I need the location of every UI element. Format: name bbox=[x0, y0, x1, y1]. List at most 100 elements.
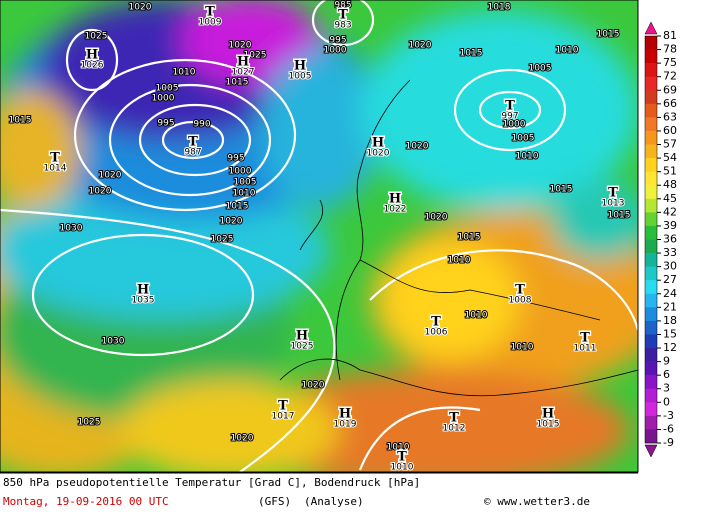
isobar-label: 1020 bbox=[129, 3, 152, 13]
pressure-center-value: 997 bbox=[501, 112, 518, 122]
isobar-label: 1020 bbox=[302, 381, 325, 391]
pressure-center-symbol: H bbox=[137, 283, 149, 298]
pressure-center-value: 1005 bbox=[289, 72, 312, 82]
isobar-label: 1015 bbox=[460, 49, 483, 59]
colorbar-tick-label: 39 bbox=[663, 219, 677, 232]
isobar-label: 1000 bbox=[152, 94, 175, 104]
pressure-center-value: 1013 bbox=[602, 199, 625, 209]
isobar-label: 1015 bbox=[608, 211, 631, 221]
pressure-center-symbol: T bbox=[608, 186, 618, 201]
colorbar-tick-label: 75 bbox=[663, 56, 677, 69]
colorbar-tick-label: 15 bbox=[663, 327, 677, 340]
color-band bbox=[645, 36, 657, 50]
isobar-label: 1005 bbox=[234, 178, 257, 188]
pressure-center-value: 987 bbox=[184, 148, 201, 158]
pressure-center-value: 1022 bbox=[384, 205, 407, 215]
pressure-center-symbol: H bbox=[294, 59, 306, 74]
pressure-center-symbol: T bbox=[278, 399, 288, 414]
colorbar-tick-label: 69 bbox=[663, 83, 677, 96]
colorbar-tick-label: 30 bbox=[663, 260, 677, 273]
coastlines bbox=[279, 79, 638, 397]
isobar-label: 1025 bbox=[211, 235, 234, 245]
pressure-center-symbol: T bbox=[431, 315, 441, 330]
isobar-label: 1005 bbox=[529, 64, 552, 74]
isobar-label: 1005 bbox=[156, 84, 179, 94]
isobar-label: 1015 bbox=[597, 30, 620, 40]
footer-model: (GFS) bbox=[258, 495, 291, 508]
isobar-label: 985 bbox=[334, 1, 351, 11]
pressure-center-value: 1006 bbox=[425, 328, 448, 338]
color-band bbox=[645, 49, 657, 64]
isobar-label: 1015 bbox=[226, 78, 249, 88]
color-band bbox=[645, 348, 657, 362]
colorbar-tick-label: 78 bbox=[663, 43, 677, 56]
pressure-center-symbol: H bbox=[296, 329, 308, 344]
isobar-label: 1015 bbox=[458, 233, 481, 243]
footer-title: 850 hPa pseudopotentielle Temperatur [Gr… bbox=[3, 476, 420, 489]
color-band bbox=[645, 253, 657, 267]
isobar-label: 1010 bbox=[448, 256, 471, 266]
pressure-center-value: 1012 bbox=[443, 424, 466, 434]
isobar-label: 1020 bbox=[231, 434, 254, 444]
color-band bbox=[645, 266, 657, 281]
pressure-center-value: 1025 bbox=[291, 342, 314, 352]
colorbar-tick-label: 24 bbox=[663, 287, 677, 300]
colorbar-tick-label: 21 bbox=[663, 300, 677, 313]
colorbar-tick-label: 42 bbox=[663, 205, 677, 218]
colorbar-tick-label: 0 bbox=[663, 395, 670, 408]
isobar-label: 1025 bbox=[78, 418, 101, 428]
isobar-label: 995 bbox=[157, 119, 174, 129]
isobar-label: 1000 bbox=[324, 46, 347, 56]
pressure-center-value: 1026 bbox=[81, 61, 104, 71]
isobar-label: 1020 bbox=[409, 41, 432, 51]
pressure-center-value: 1017 bbox=[272, 412, 295, 422]
isobar-label: 1030 bbox=[60, 224, 83, 234]
color-band bbox=[645, 103, 657, 118]
isobar-label: 1015 bbox=[550, 185, 573, 195]
pressure-center-symbol: T bbox=[338, 8, 348, 23]
color-band bbox=[645, 280, 657, 295]
color-band bbox=[645, 185, 657, 200]
isobar-label: 990 bbox=[193, 120, 210, 130]
map-frame bbox=[0, 0, 639, 473]
colorbar-tick-label: 63 bbox=[663, 110, 677, 123]
pressure-center-symbol: T bbox=[50, 151, 60, 166]
color-band bbox=[645, 388, 657, 403]
colorbar-tick-label: 45 bbox=[663, 192, 677, 205]
color-band bbox=[645, 171, 657, 186]
colorbar-top-arrow bbox=[644, 21, 658, 35]
colorbar-bottom-arrow bbox=[644, 444, 658, 458]
colorbar-tick-label: 57 bbox=[663, 138, 677, 151]
pressure-center-symbol: T bbox=[397, 450, 407, 465]
pressure-center-symbol: H bbox=[372, 136, 384, 151]
colorbar-tick-label: 6 bbox=[663, 368, 670, 381]
colorbar-tick-label: -9 bbox=[663, 436, 674, 449]
isobar-label: 1010 bbox=[465, 311, 488, 321]
colorbar-tick-label: 72 bbox=[663, 70, 677, 83]
isobar-label: 1000 bbox=[503, 120, 526, 130]
isobar-label: 1015 bbox=[9, 116, 32, 126]
color-band bbox=[645, 415, 657, 430]
isobar-label: 1020 bbox=[99, 171, 122, 181]
color-band bbox=[645, 117, 657, 132]
pressure-center-symbol: T bbox=[449, 411, 459, 426]
colorbar-tick-label: 33 bbox=[663, 246, 677, 259]
color-band bbox=[645, 429, 657, 444]
color-band bbox=[645, 76, 657, 91]
colorbar-tick-label: 48 bbox=[663, 178, 677, 191]
pressure-center-value: 1027 bbox=[232, 68, 255, 78]
pressure-center-value: 1020 bbox=[367, 149, 390, 159]
color-band bbox=[645, 212, 657, 227]
color-band bbox=[645, 158, 657, 172]
color-band bbox=[645, 361, 657, 376]
pressure-center-symbol: H bbox=[389, 192, 401, 207]
isobar-label: 995 bbox=[329, 36, 346, 46]
color-band bbox=[645, 198, 657, 213]
pressure-center-symbol: T bbox=[515, 283, 525, 298]
footer-date: Montag, 19-09-2016 00 UTC bbox=[3, 495, 169, 508]
color-band bbox=[645, 320, 657, 335]
pressure-center-value: 1019 bbox=[334, 420, 357, 430]
colorbar-tick-label: 36 bbox=[663, 233, 677, 246]
isobar-label: 1020 bbox=[406, 142, 429, 152]
isobar-label: 1015 bbox=[226, 202, 249, 212]
